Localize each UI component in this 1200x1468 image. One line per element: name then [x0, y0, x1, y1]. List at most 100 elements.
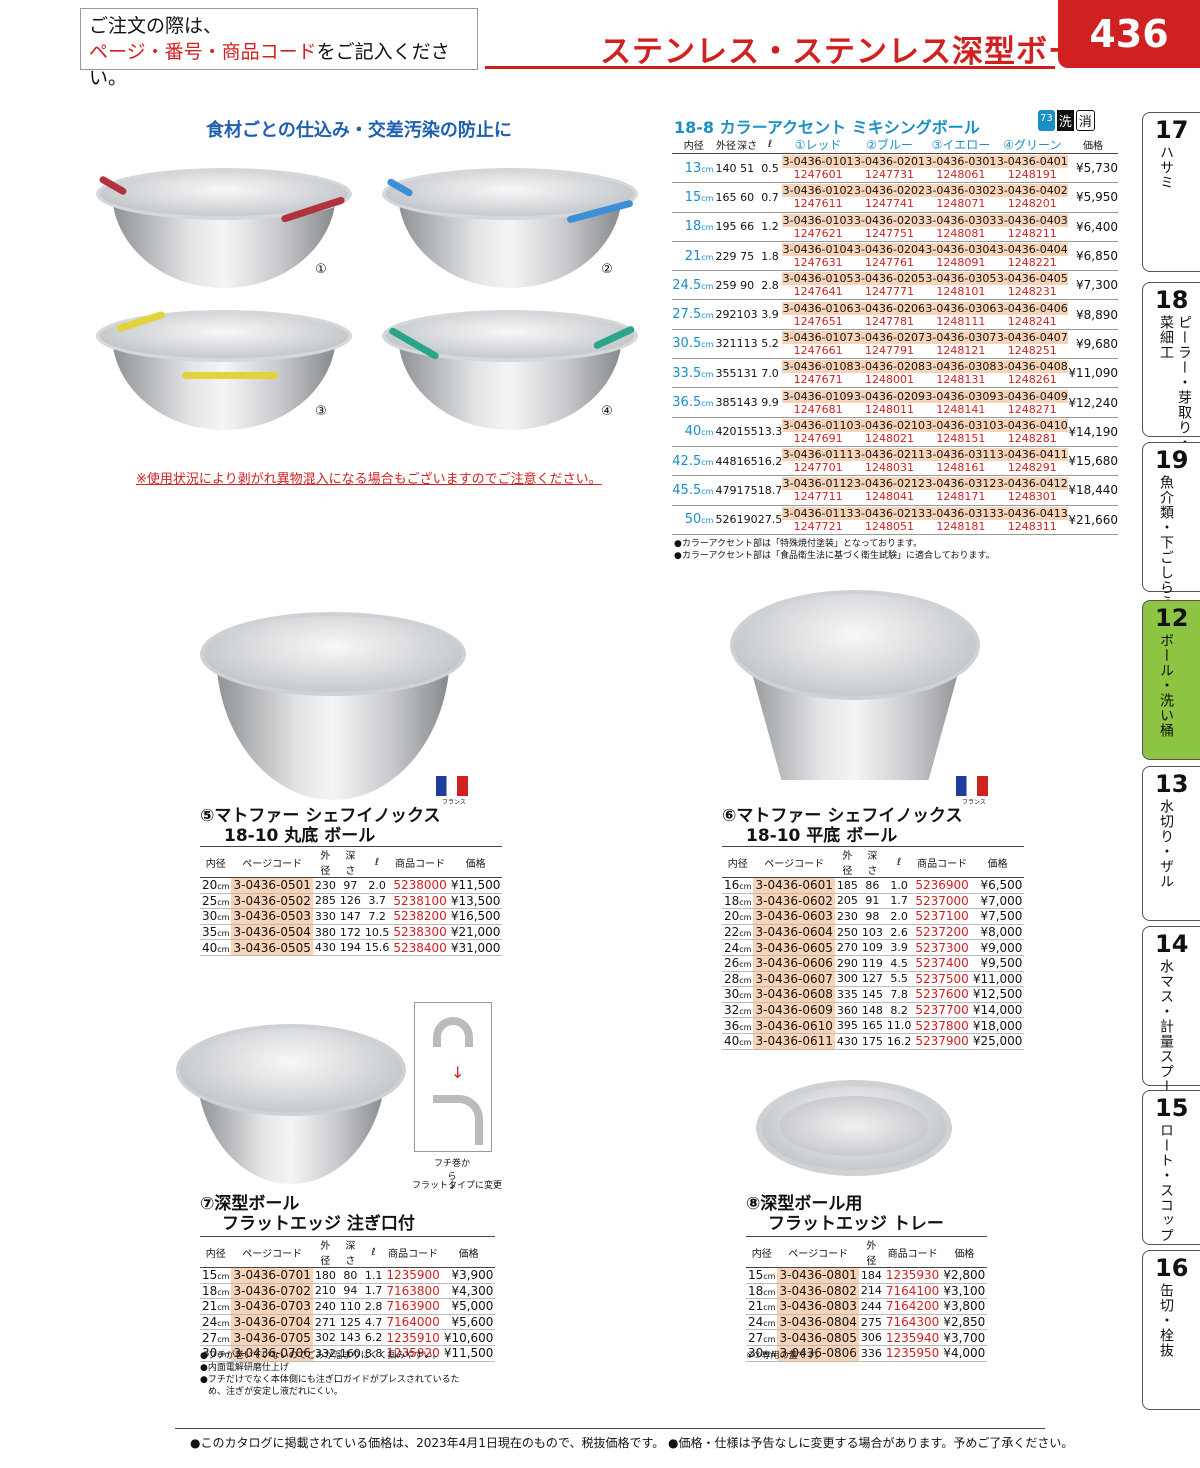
- product8-number: ⑧: [746, 1194, 761, 1214]
- outer-cell: 180: [312, 1267, 338, 1284]
- item-code: 1248011: [864, 402, 914, 416]
- size-value: 24: [724, 940, 740, 955]
- outer-cell: 332: [312, 1345, 338, 1362]
- size-cell: 18cm: [722, 893, 754, 910]
- side-tab-19[interactable]: 19 魚介類・下ごしらえ: [1142, 442, 1200, 610]
- item-code-cell: 5238300: [391, 924, 449, 941]
- price-cell: ¥8,890: [1068, 299, 1118, 330]
- size-cell: 24.5cm: [672, 270, 716, 301]
- size-unit: cm: [217, 897, 230, 907]
- side-tab-17[interactable]: 17 ハサミ: [1142, 112, 1200, 272]
- volume-cell: 1.1: [362, 1267, 385, 1284]
- code-cell: 3-0436-0207 1247791: [853, 329, 926, 360]
- side-tab-13[interactable]: 13 水切り・ザル: [1142, 766, 1200, 921]
- l-cell: 2.8: [757, 270, 783, 301]
- table-row: 21cm 3-0436-0803 244 7164200 ¥3,800: [746, 1298, 988, 1315]
- size-cell: 30cm: [746, 1345, 778, 1362]
- side-tab-15[interactable]: 15 ロート・スコップ: [1142, 1090, 1200, 1245]
- side-tab-18[interactable]: 18 ピーラー・芽取り・野菜細工: [1142, 282, 1200, 465]
- code-cell: 3-0436-0212 1248041: [853, 475, 926, 506]
- edge-diagram: ↓: [414, 1002, 492, 1152]
- bowl6-image: [730, 590, 980, 790]
- page-code-cell: 3-0436-0606: [753, 955, 835, 972]
- accent-table-row: 33.5cm 355 131 7.0 3-0436-0108 1247671 3-0436-…: [672, 358, 1118, 389]
- depth-cell: 145: [859, 986, 885, 1003]
- size-value: 27.5: [672, 307, 702, 323]
- table-row: 30cm 3-0436-0806 336 1235950 ¥4,000: [746, 1345, 988, 1362]
- outer-cell: 335: [834, 986, 860, 1003]
- size-cell: 21cm: [200, 1298, 232, 1315]
- outer-cell: 330: [312, 908, 338, 925]
- product7-title-line1: 深型ボール: [214, 1194, 300, 1214]
- outer-cell: 270: [834, 939, 860, 956]
- item-code: 1247671: [793, 373, 843, 387]
- side-tab-12[interactable]: 12 ボール・洗い桶: [1142, 600, 1200, 760]
- item-code-cell: 5238200: [391, 908, 449, 925]
- depth-cell: 80: [337, 1267, 363, 1284]
- header-cell: 価格: [448, 846, 503, 878]
- page-code: 3-0436-0301: [925, 155, 997, 169]
- volume-cell: 1.7: [362, 1283, 385, 1300]
- page-code: 3-0436-0201: [853, 155, 926, 169]
- page-code: 3-0436-0106: [782, 301, 854, 315]
- size-unit: cm: [701, 193, 714, 203]
- size-value: 15: [748, 1268, 764, 1283]
- side-tab-number: 12: [1155, 604, 1189, 632]
- code-cell: 3-0436-0101 1247601: [782, 153, 854, 184]
- code-cell: 3-0436-0406 1248241: [996, 299, 1068, 330]
- item-code-cell: 7163900: [384, 1298, 442, 1315]
- depth-cell: 113: [736, 329, 758, 360]
- title-underline: [485, 66, 1055, 69]
- diagram-caption-line2: フラットタイプに変更: [412, 1181, 503, 1191]
- size-value: 15: [684, 189, 702, 205]
- product5-table: 内径 ページコード 外径 深さ ℓ 商品コード 価格 20cm 3-0436-0501 230 97…: [200, 846, 503, 956]
- item-code-cell: 7164200: [883, 1298, 942, 1315]
- item-code-cell: 5237700: [913, 1002, 971, 1019]
- table-row: 36cm 3-0436-0610 395 165 11.0 5237800 ¥18,000: [722, 1017, 1025, 1034]
- header-cell: 価格: [441, 1236, 496, 1268]
- item-code: 1248151: [936, 431, 986, 445]
- accent-bowl-label-1: ①: [315, 262, 327, 277]
- header-cell: ℓ: [362, 1236, 385, 1268]
- item-code: 1248071: [936, 197, 986, 211]
- side-tab-16[interactable]: 16 缶切・栓抜: [1142, 1250, 1200, 1410]
- page-code: 3-0436-0309: [925, 389, 997, 403]
- page-code-cell: 3-0436-0604: [753, 924, 835, 941]
- outer-cell: 184: [858, 1267, 884, 1284]
- page-code: 3-0436-0209: [853, 389, 926, 403]
- item-code: 1247701: [793, 461, 843, 475]
- side-tab-14[interactable]: 14 水マス・計量スプーン: [1142, 926, 1200, 1109]
- size-unit: cm: [701, 164, 714, 174]
- size-cell: 13cm: [672, 153, 716, 184]
- size-cell: 27cm: [200, 1329, 232, 1346]
- item-code: 1248131: [936, 373, 986, 387]
- size-cell: 24cm: [746, 1314, 778, 1331]
- volume-cell: 4.7: [362, 1314, 385, 1331]
- product7-note-4: め、注ぎが安定し液だれにくい。: [208, 1387, 343, 1397]
- item-code: 1247721: [793, 519, 843, 533]
- depth-cell: 91: [859, 893, 885, 910]
- depth-cell: 165: [859, 1017, 885, 1034]
- depth-cell: 125: [337, 1314, 363, 1331]
- page-code: 3-0436-0108: [782, 360, 854, 374]
- outer-cell: 244: [858, 1298, 884, 1315]
- page-code-cell: 3-0436-0602: [753, 893, 835, 910]
- outer-cell: 290: [834, 955, 860, 972]
- product7-note-3: ●フチだけでなく本体側にも注ぎ口ガイドがプレスされているた: [200, 1375, 460, 1385]
- size-unit: cm: [763, 1350, 776, 1360]
- code-cell: 3-0436-0107 1247661: [782, 329, 854, 360]
- page-code-cell: 3-0436-0601: [753, 877, 835, 894]
- size-unit: cm: [217, 1334, 230, 1344]
- product5-title: ⑤マトファー シェフイノックス 18-10 丸底 ボール: [200, 806, 440, 846]
- outer-cell: 430: [834, 1033, 860, 1050]
- volume-cell: 6.2: [362, 1329, 385, 1346]
- item-code: 1247741: [864, 197, 914, 211]
- code-cell: 3-0436-0210 1248021: [853, 417, 926, 447]
- size-unit: cm: [217, 1350, 230, 1360]
- table-row: 26cm 3-0436-0606 290 119 4.5 5237400 ¥9,500: [722, 955, 1025, 972]
- header-cell: 価格: [970, 846, 1025, 878]
- size-cell: 24cm: [722, 939, 754, 956]
- l-cell: 5.2: [757, 329, 783, 360]
- size-value: 16: [724, 878, 740, 893]
- depth-cell: 127: [859, 971, 885, 988]
